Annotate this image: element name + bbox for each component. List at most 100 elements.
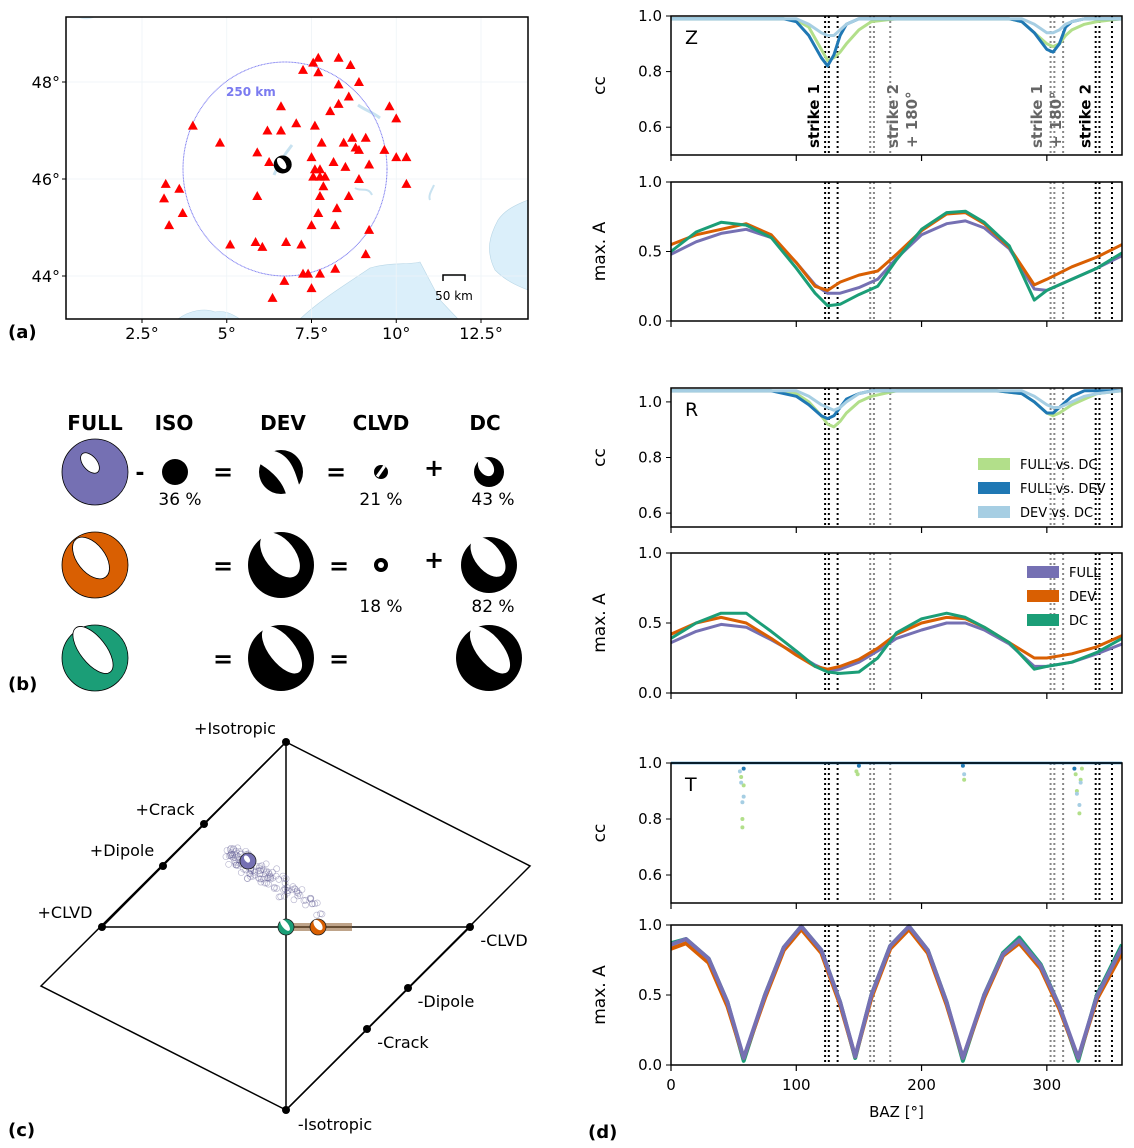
bootstrap-point <box>236 848 244 855</box>
station-triangle <box>159 193 170 203</box>
dc-pct-row2: 82 % <box>471 597 514 617</box>
bootstrap-point <box>256 875 263 883</box>
station-triangle <box>353 144 364 154</box>
lon-tick-label: 12.5° <box>459 324 503 343</box>
bootstrap-point <box>233 851 241 859</box>
header-dev: DEV <box>260 411 306 435</box>
beachball-full-row2-nodal <box>72 536 110 580</box>
station-triangle <box>360 132 371 142</box>
subplot-t-amp: 0.0 0.5 1.0 0 100 200 300 BAZ [°] max. A <box>590 916 1123 1121</box>
station-triangle <box>296 239 307 249</box>
bootstrap-point <box>261 879 269 887</box>
op-equals-r1a: = <box>213 458 233 486</box>
bootstrap-point <box>306 894 314 902</box>
scale-bar-label: 50 km <box>435 289 473 303</box>
lake-constance <box>357 103 381 120</box>
legend-label: DC <box>1069 614 1088 629</box>
beachball-dev-row1 <box>259 450 303 494</box>
label-dipole-minus: -Dipole <box>418 992 475 1011</box>
station-triangle <box>353 77 364 86</box>
strike-annotation: strike 2 <box>1077 84 1095 148</box>
beachball-dev-row2 <box>248 532 314 598</box>
station-triangle <box>333 79 344 89</box>
bootstrap-point <box>307 895 314 903</box>
bootstrap-point <box>262 868 270 876</box>
scatter-point-full-vs-dc <box>855 772 860 777</box>
bootstrap-point <box>264 874 271 882</box>
station-triangle <box>330 220 341 230</box>
x-tick-label: 200 <box>907 1076 936 1094</box>
beachball-dc-row2 <box>461 537 517 593</box>
scatter-point-full-vs-dc <box>741 783 746 788</box>
y-tick-label: 1.0 <box>638 173 662 191</box>
series-line-dc <box>671 611 1122 675</box>
station-triangle <box>391 152 402 162</box>
station-triangle <box>303 268 314 278</box>
bootstrap-point <box>269 874 276 882</box>
bootstrap-point <box>272 872 280 880</box>
station-triangle <box>160 178 171 188</box>
label-iso-minus: -Isotropic <box>298 1115 372 1134</box>
scatter-point-dev-vs-dc <box>739 780 744 785</box>
bootstrap-point <box>291 885 299 893</box>
italian-lakes <box>354 187 373 196</box>
beachball-dev-row3 <box>248 625 314 691</box>
legend-label: FULL vs. DC <box>1020 458 1097 473</box>
station-triangle <box>262 125 273 135</box>
bootstrap-point <box>318 910 326 918</box>
bootstrap-point <box>260 866 267 874</box>
station-triangle <box>306 152 317 162</box>
op-plus-r1: + <box>424 454 444 482</box>
station-triangle <box>308 171 319 181</box>
lake-garda <box>428 184 435 201</box>
series-line-full <box>671 219 1122 295</box>
bootstrap-point <box>313 899 321 907</box>
series-line-dev <box>671 615 1122 671</box>
series-group <box>671 611 1122 675</box>
op-equals-r1b: = <box>326 458 346 486</box>
bootstrap-point <box>302 901 309 909</box>
bootstrap-point <box>281 892 288 900</box>
station-triangle <box>267 292 278 302</box>
y-axis-label: max. A <box>590 593 610 653</box>
scatter-point-dev-vs-dc <box>1078 780 1083 785</box>
op-equals-r2b: = <box>329 552 349 580</box>
y-tick-label: 0.0 <box>638 312 662 330</box>
bootstrap-point <box>225 852 233 860</box>
station-triangle <box>257 241 268 251</box>
bootstrap-point <box>294 892 302 900</box>
bootstrap-point <box>298 886 306 893</box>
beachball-iso-row1 <box>162 459 188 485</box>
y-tick-label: 0.5 <box>638 614 662 632</box>
scatter-point-dev-vs-dc <box>962 772 967 777</box>
bootstrap-point <box>256 870 264 878</box>
bootstrap-point <box>266 871 273 878</box>
bootstrap-point <box>263 879 270 887</box>
lat-tick-label: 44° <box>32 267 60 286</box>
op-plus-r2: + <box>424 546 444 574</box>
bootstrap-point <box>228 853 236 860</box>
bootstrap-point <box>227 851 235 858</box>
bootstrap-point <box>284 887 292 894</box>
y-axis-label: cc <box>590 76 610 95</box>
bootstrap-point <box>302 896 309 904</box>
x-tick-label: 300 <box>1033 1076 1062 1094</box>
scatter-point-dev-vs-dc <box>1077 803 1082 807</box>
op-equals-r3a: = <box>213 645 233 673</box>
map-graticule <box>66 17 528 319</box>
station-triangle <box>314 190 325 200</box>
station-triangle <box>391 113 402 123</box>
scale-bar-line <box>442 274 466 281</box>
subplot-r-cc: 0.6 0.8 1.0 cc R FULL vs. DC FULL vs. DEV DEV v… <box>590 387 1123 533</box>
hudson-vertex-dots <box>98 738 474 1114</box>
y-tick-label: 0.6 <box>638 118 662 136</box>
station-triangle <box>250 237 261 247</box>
panel-c-hudson-plot: +Isotropic -Isotropic +Crack +Dipole +CL… <box>8 719 532 1141</box>
series-group <box>671 924 1122 1063</box>
bootstrap-point <box>307 894 315 902</box>
bootstrap-point <box>283 884 291 891</box>
adriatic-sea <box>489 199 528 291</box>
bootstrap-point <box>234 844 241 852</box>
event-beachball-nodal <box>276 157 287 170</box>
scatter-point-full-vs-dc <box>740 817 745 821</box>
